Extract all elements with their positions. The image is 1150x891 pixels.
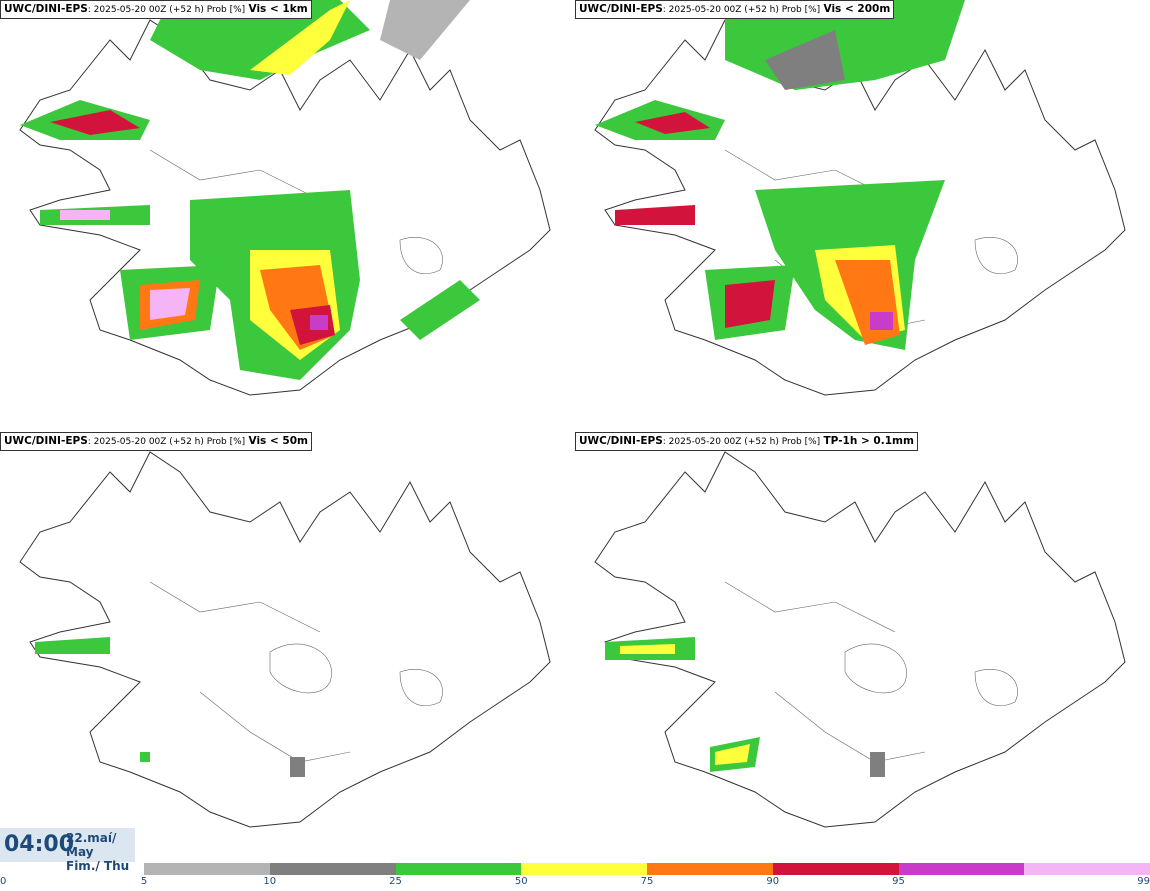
inland-boundary (149, 581, 443, 763)
colorbar-segment (1024, 863, 1150, 875)
probability-field (35, 637, 305, 777)
colorbar-tick: 25 (389, 876, 402, 887)
colorbar-tick: 75 (640, 876, 654, 887)
colorbar-tick: 10 (263, 876, 277, 887)
colorbar-segment (772, 863, 899, 875)
probability-colorbar (144, 863, 1150, 875)
inland-boundary (724, 581, 1018, 763)
panel-title: UWC/DINI-EPS: 2025-05-20 00Z (+52 h) Pro… (0, 432, 312, 451)
colorbar-tick: 95 (892, 876, 905, 887)
probability-field (605, 637, 885, 777)
colorbar-segment (144, 863, 270, 875)
map-panel-vis-200m: UWC/DINI-EPS: 2025-05-20 00Z (+52 h) Pro… (575, 0, 1150, 430)
colorbar-segment (521, 863, 647, 875)
iceland-map (19, 0, 551, 396)
valid-time-date: 22.maí/ May Fim./ Thu (66, 831, 130, 873)
panel-title: UWC/DINI-EPS: 2025-05-20 00Z (+52 h) Pro… (0, 0, 312, 19)
map-panel-tp-1h: UWC/DINI-EPS: 2025-05-20 00Z (+52 h) Pro… (575, 432, 1150, 862)
iceland-map (594, 0, 1126, 396)
map-panel-vis-1km: UWC/DINI-EPS: 2025-05-20 00Z (+52 h) Pro… (0, 0, 575, 430)
colorbar-tick: 0 (0, 876, 7, 887)
map-panel-vis-50m: UWC/DINI-EPS: 2025-05-20 00Z (+52 h) Pro… (0, 432, 575, 862)
colorbar-tick: 99 (1137, 876, 1150, 887)
valid-time-clock: 04:00 (4, 832, 75, 857)
colorbar-segment (647, 863, 773, 875)
probability-field (20, 0, 480, 380)
coastline (19, 19, 551, 396)
colorbar-tick: 5 (140, 876, 148, 887)
colorbar-tick: 90 (766, 876, 780, 887)
colorbar-tick: 50 (514, 876, 528, 887)
probability-field (595, 0, 965, 350)
panel-title: UWC/DINI-EPS: 2025-05-20 00Z (+52 h) Pro… (575, 432, 918, 451)
iceland-map (594, 451, 1126, 828)
colorbar-segment (269, 863, 396, 875)
coastline (19, 451, 551, 828)
panel-title: UWC/DINI-EPS: 2025-05-20 00Z (+52 h) Pro… (575, 0, 895, 19)
colorbar-segment (395, 863, 522, 875)
coastline (594, 451, 1126, 828)
iceland-map (19, 451, 551, 828)
valid-time-box: 04:00 22.maí/ May Fim./ Thu (0, 828, 135, 873)
colorbar-segment (898, 863, 1025, 875)
